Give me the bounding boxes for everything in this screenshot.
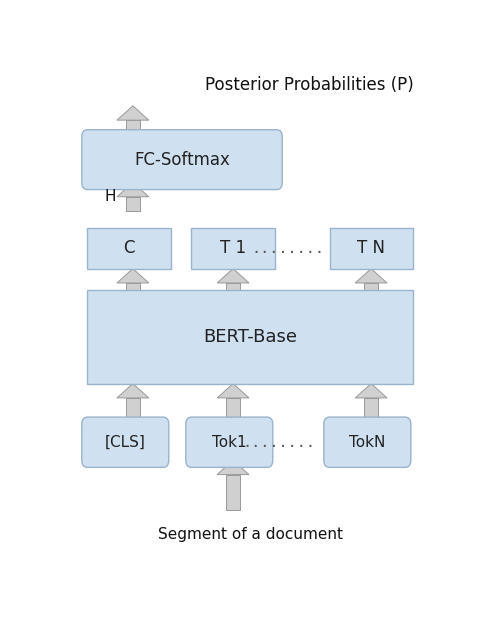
FancyBboxPatch shape [226, 283, 240, 290]
Text: [CLS]: [CLS] [105, 435, 146, 450]
Text: TokN: TokN [349, 435, 386, 450]
FancyBboxPatch shape [329, 228, 413, 269]
Polygon shape [117, 384, 149, 398]
FancyBboxPatch shape [126, 283, 140, 290]
FancyBboxPatch shape [365, 398, 378, 424]
FancyBboxPatch shape [186, 417, 273, 467]
Polygon shape [217, 269, 249, 283]
Text: Tok1: Tok1 [212, 435, 246, 450]
FancyBboxPatch shape [365, 283, 378, 290]
FancyBboxPatch shape [87, 290, 413, 384]
FancyBboxPatch shape [126, 120, 140, 137]
Polygon shape [117, 269, 149, 283]
Text: ........: ........ [251, 241, 325, 256]
Polygon shape [117, 182, 149, 197]
Polygon shape [217, 384, 249, 398]
FancyBboxPatch shape [82, 130, 282, 190]
Text: Posterior Probabilities (P): Posterior Probabilities (P) [205, 76, 413, 94]
Polygon shape [117, 106, 149, 120]
FancyBboxPatch shape [226, 398, 240, 424]
Text: T 1: T 1 [220, 239, 246, 258]
Text: Segment of a document: Segment of a document [158, 527, 343, 542]
Text: BERT-Base: BERT-Base [203, 328, 297, 346]
FancyBboxPatch shape [87, 228, 171, 269]
Text: H: H [104, 189, 116, 204]
FancyBboxPatch shape [226, 475, 240, 511]
FancyBboxPatch shape [191, 228, 275, 269]
FancyBboxPatch shape [324, 417, 411, 467]
Polygon shape [355, 384, 387, 398]
Polygon shape [355, 269, 387, 283]
Text: C: C [123, 239, 135, 258]
Polygon shape [217, 460, 249, 475]
FancyBboxPatch shape [82, 417, 169, 467]
Text: ........: ........ [242, 435, 315, 450]
FancyBboxPatch shape [126, 398, 140, 424]
Text: FC-Softmax: FC-Softmax [134, 151, 230, 169]
FancyBboxPatch shape [126, 197, 140, 211]
Text: T N: T N [357, 239, 385, 258]
